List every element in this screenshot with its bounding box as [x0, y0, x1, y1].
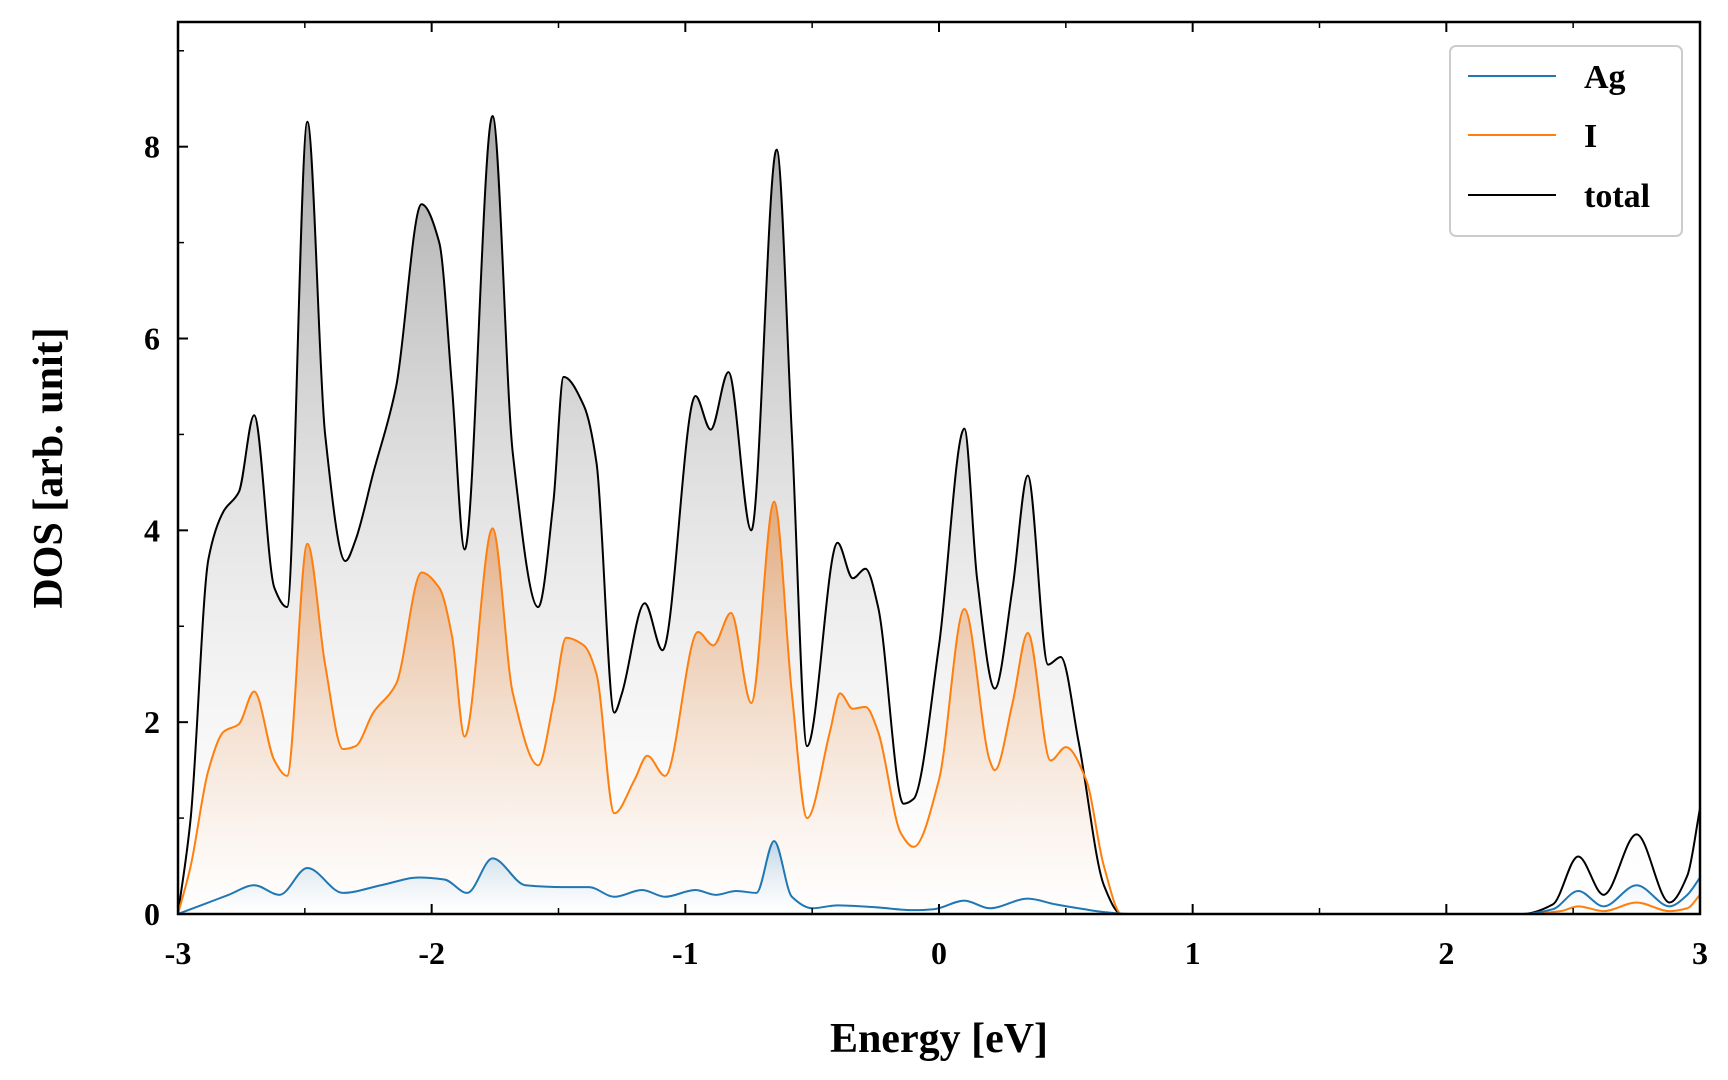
x-tick-label: 1 [1185, 935, 1201, 971]
y-tick-label: 4 [144, 512, 160, 548]
series-ag-fill [178, 841, 1700, 914]
legend: Ag I total [1449, 45, 1683, 237]
x-tick-label: 2 [1438, 935, 1454, 971]
ticks-layer: -3 -2 -1 0 1 2 3 0 2 4 6 8 [144, 22, 1708, 971]
legend-ag-label: Ag [1584, 59, 1626, 96]
legend-i-label: I [1584, 118, 1597, 155]
x-axis-label: Energy [eV] [830, 1016, 1048, 1062]
y-tick-label: 6 [144, 321, 160, 357]
y-tick-label: 8 [144, 129, 160, 165]
y-tick-label: 0 [144, 896, 160, 932]
x-tick-label: -3 [165, 935, 192, 971]
legend-total-label: total [1584, 178, 1650, 215]
series-ag-line [178, 840, 1700, 914]
y-axis-label: DOS [arb. unit] [26, 327, 72, 608]
x-tick-label: 3 [1692, 935, 1708, 971]
y-tick-label: 2 [144, 704, 160, 740]
series-i-line [178, 500, 1700, 914]
x-tick-label: 0 [931, 935, 947, 971]
series-i-fill [178, 501, 1700, 914]
series-total-line [178, 115, 1700, 914]
legend-box [1449, 45, 1683, 237]
x-tick-label: -1 [672, 935, 699, 971]
series-layer [178, 115, 1700, 914]
x-tick-label: -2 [418, 935, 445, 971]
